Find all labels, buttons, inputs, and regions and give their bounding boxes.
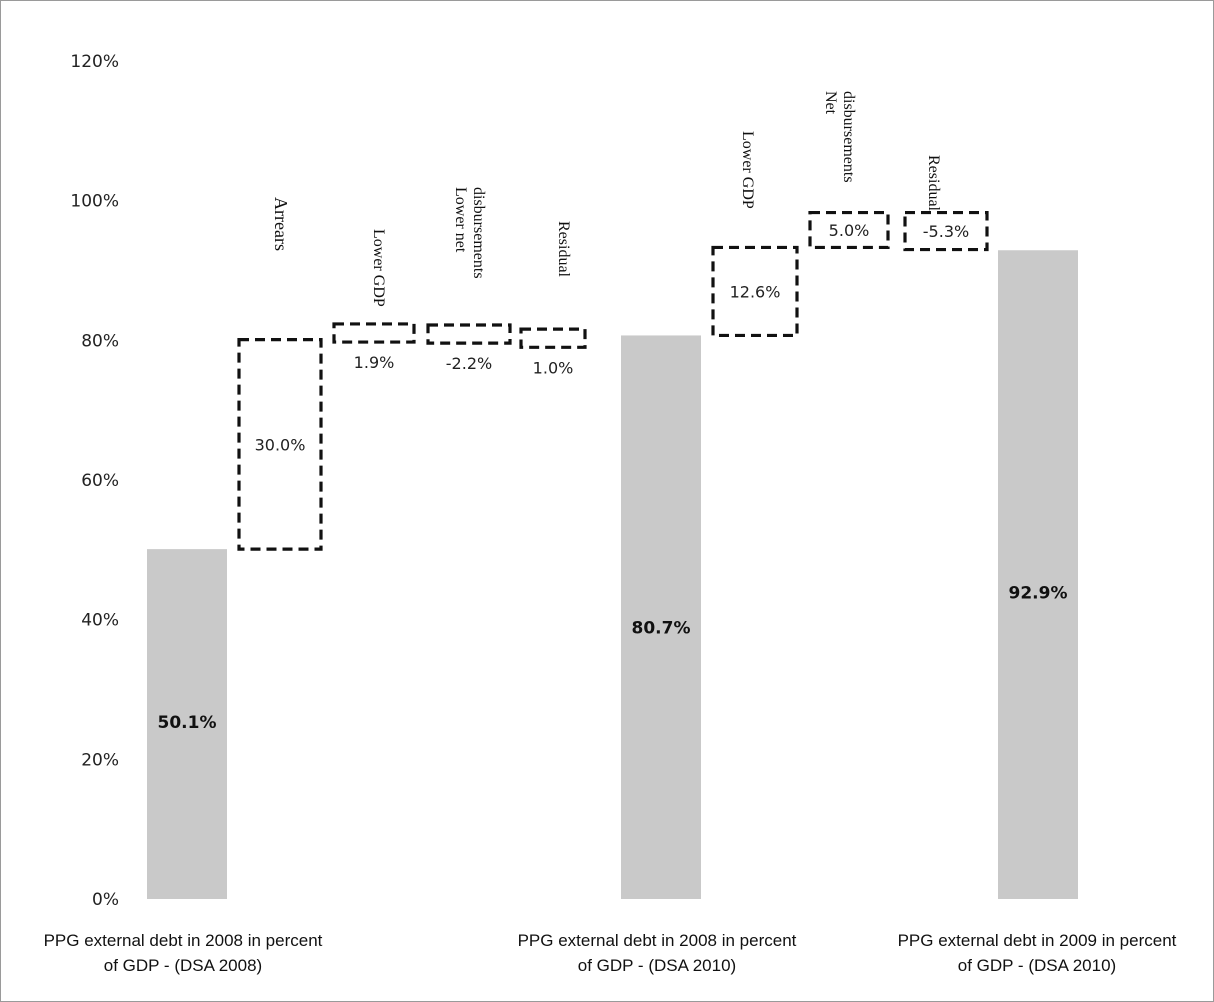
category-label: PPG external debt in 2009 in percent of G… — [898, 931, 1177, 975]
step-box — [711, 245, 799, 338]
step-box — [426, 323, 512, 345]
step-name-label: Residual — [925, 155, 942, 212]
step-value-label: 5.0% — [829, 221, 870, 240]
total-bar-value: 80.7% — [632, 619, 691, 639]
total-bar-value: 92.9% — [1009, 584, 1068, 604]
total-bar — [998, 250, 1078, 899]
y-tick-label: 80% — [81, 331, 119, 351]
step-value-label: -2.2% — [446, 354, 492, 373]
step-name-label: Lower GDP — [739, 131, 756, 209]
step-box — [808, 210, 890, 250]
step-name-label: Arrears — [271, 197, 291, 251]
step-name-label: Lower netdisbursements — [452, 187, 487, 279]
step-value-label: 30.0% — [255, 435, 306, 454]
y-tick-label: 20% — [81, 750, 119, 770]
step-name-label: Netdisbursements — [822, 91, 857, 183]
step-value-label: 12.6% — [730, 282, 781, 301]
category-label: PPG external debt in 2008 in percent of G… — [44, 931, 323, 975]
y-tick-label: 100% — [70, 192, 119, 212]
category-label: PPG external debt in 2008 in percent of G… — [518, 931, 797, 975]
step-box — [237, 338, 323, 551]
step-box — [903, 210, 989, 252]
step-name-label: Lower GDP — [370, 229, 387, 307]
step-value-label: 1.0% — [533, 358, 574, 377]
total-bar — [147, 549, 227, 899]
total-bar — [621, 335, 701, 899]
y-tick-label: 40% — [81, 611, 119, 631]
y-tick-label: 120% — [70, 52, 119, 72]
y-tick-label: 0% — [92, 890, 119, 910]
y-tick-label: 60% — [81, 471, 119, 491]
step-box — [519, 327, 587, 349]
step-box — [332, 322, 416, 344]
step-name-label: Residual — [555, 221, 572, 278]
step-value-label: 1.9% — [354, 353, 395, 372]
step-value-label: -5.3% — [923, 222, 969, 241]
total-bar-value: 50.1% — [158, 713, 217, 733]
